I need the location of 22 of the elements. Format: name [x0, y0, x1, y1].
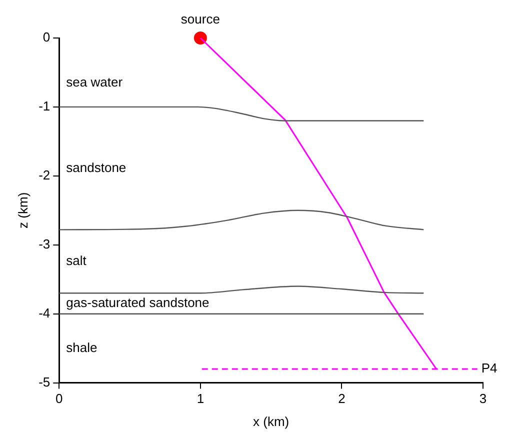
annotation: gas-saturated sandstone — [66, 295, 210, 310]
x-axis-title: x (km) — [253, 414, 290, 429]
y-tick-label: -4 — [38, 305, 50, 320]
y-axis-title: z (km) — [15, 192, 30, 228]
annotation: source — [180, 12, 220, 27]
annotation: shale — [66, 340, 98, 355]
annotation: sea water — [66, 74, 124, 90]
y-tick-label: -3 — [38, 236, 50, 252]
y-tick-label: 0 — [42, 30, 50, 45]
line-series — [59, 286, 424, 294]
line-series — [59, 106, 424, 122]
annotation: P4 — [481, 360, 498, 376]
x-tick-label: 2 — [338, 391, 346, 406]
y-tick-label: -5 — [38, 374, 50, 390]
x-tick-label: 3 — [479, 391, 487, 406]
line-series — [59, 210, 424, 230]
annotation: salt — [66, 253, 87, 268]
annotation: sandstone — [66, 160, 126, 175]
y-tick-label: -1 — [38, 98, 50, 114]
y-tick-label: -2 — [38, 168, 50, 182]
x-tick-label: 0 — [56, 391, 63, 406]
x-tick-label: 1 — [196, 391, 204, 406]
